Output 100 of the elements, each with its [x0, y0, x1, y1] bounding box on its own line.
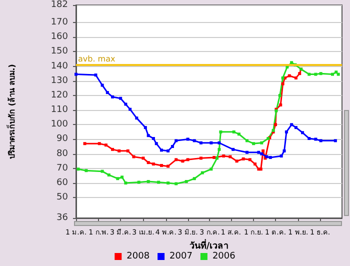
- point: [126, 149, 130, 152]
- point: [174, 139, 178, 142]
- point: [279, 103, 282, 106]
- point: [298, 72, 302, 76]
- point: [216, 156, 219, 160]
- point: [268, 156, 272, 159]
- point: [290, 123, 294, 126]
- y-tick-label: 110: [50, 105, 68, 116]
- point: [334, 139, 337, 142]
- point: [254, 162, 257, 166]
- point: [248, 158, 252, 162]
- point: [228, 155, 232, 158]
- point: [331, 72, 334, 76]
- point: [166, 164, 170, 168]
- point: [119, 96, 122, 100]
- legend-label: 2007: [170, 252, 192, 262]
- point: [132, 155, 136, 158]
- y-tick-label: 90: [56, 134, 68, 144]
- y-tick-label: 170: [50, 18, 68, 28]
- point: [301, 131, 304, 134]
- point: [154, 142, 158, 146]
- legend-label: 2006: [212, 252, 236, 262]
- point: [76, 168, 80, 171]
- point: [294, 126, 298, 130]
- point: [174, 182, 178, 186]
- point: [336, 72, 340, 76]
- point: [199, 156, 202, 160]
- point: [106, 91, 109, 94]
- point: [181, 160, 184, 163]
- point: [281, 76, 284, 80]
- point: [314, 72, 318, 76]
- point: [308, 136, 311, 140]
- y-tick-label: 36: [56, 213, 68, 223]
- point: [83, 142, 86, 146]
- point: [94, 74, 98, 77]
- point: [152, 136, 155, 140]
- y-tick-label: 80: [56, 148, 68, 159]
- point: [166, 181, 170, 184]
- point: [186, 158, 190, 162]
- point: [274, 123, 277, 126]
- point: [280, 154, 283, 158]
- point: [210, 168, 213, 171]
- point: [104, 144, 108, 147]
- point: [232, 130, 236, 134]
- point: [237, 132, 240, 136]
- point: [262, 149, 265, 152]
- y-tick-label: 140: [50, 61, 68, 72]
- y-tick-label: 130: [50, 76, 68, 86]
- point: [146, 180, 150, 184]
- point: [100, 170, 104, 173]
- y-tick-label: 160: [50, 32, 68, 42]
- point: [218, 148, 221, 151]
- y-tick-label: 182: [50, 0, 68, 10]
- point: [252, 142, 256, 146]
- point: [116, 177, 120, 180]
- point: [192, 177, 196, 180]
- point: [278, 94, 282, 97]
- ref-line-label: avb. max: [78, 54, 116, 64]
- point: [170, 145, 174, 148]
- point: [314, 138, 318, 141]
- point: [157, 180, 160, 184]
- point: [84, 169, 88, 172]
- point: [111, 148, 114, 151]
- point: [260, 141, 264, 144]
- point: [174, 158, 178, 162]
- y-tick-label: 50: [56, 192, 68, 203]
- y-tick-label: 120: [50, 90, 68, 100]
- point: [124, 181, 128, 184]
- point: [118, 149, 121, 152]
- point: [128, 108, 132, 111]
- point: [166, 149, 170, 152]
- y-tick-label: 60: [56, 178, 68, 188]
- point: [284, 130, 288, 134]
- point: [319, 139, 322, 142]
- point: [294, 76, 298, 80]
- point: [137, 180, 140, 184]
- point: [124, 102, 128, 106]
- point: [98, 142, 101, 146]
- point: [192, 139, 196, 142]
- point: [100, 84, 104, 87]
- y-tick-label: 70: [56, 163, 68, 174]
- point: [135, 116, 138, 120]
- point: [160, 164, 163, 167]
- point: [210, 141, 213, 144]
- x-axis-title: วันที่/เวลา: [189, 238, 229, 252]
- point: [308, 72, 311, 76]
- point: [107, 173, 110, 176]
- point: [152, 162, 155, 166]
- point: [288, 74, 291, 78]
- point: [235, 160, 238, 163]
- point: [199, 141, 202, 144]
- point: [160, 148, 163, 152]
- point: [222, 154, 226, 158]
- point: [232, 148, 235, 151]
- point: [144, 126, 147, 130]
- legend-label: 2008: [126, 252, 150, 262]
- point: [282, 149, 286, 152]
- point: [281, 82, 284, 86]
- point: [74, 72, 78, 76]
- point: [246, 150, 248, 154]
